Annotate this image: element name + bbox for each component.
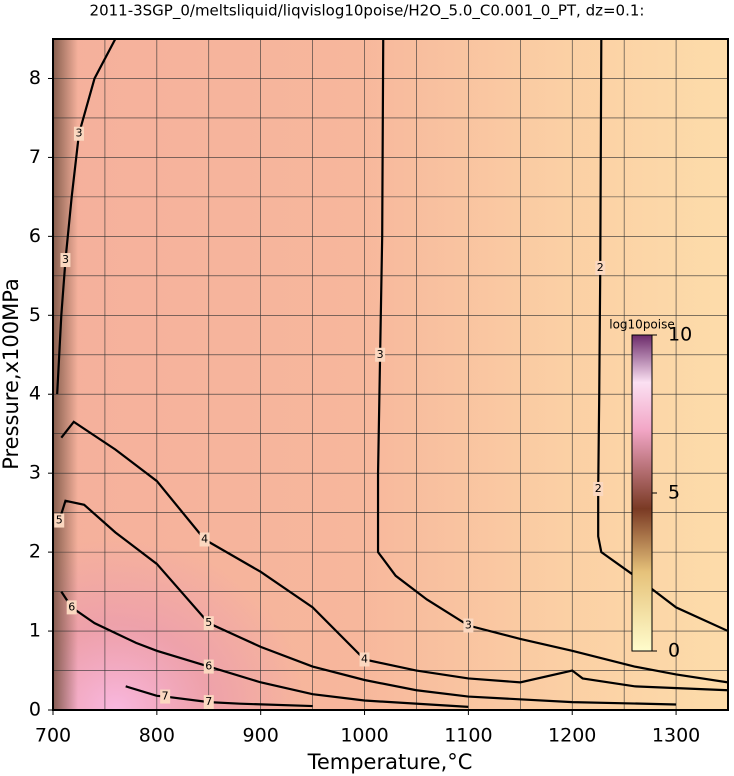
contour-label: 2 [595, 482, 602, 495]
x-tick-label: 1000 [340, 725, 388, 747]
x-tick-label: 900 [243, 725, 279, 747]
contour-line [597, 39, 728, 633]
x-tick-label: 800 [139, 725, 175, 747]
colorbar-tick-label: 0 [668, 640, 680, 662]
x-tick-label: 700 [35, 725, 71, 747]
colorbar-label: log10poise [609, 318, 675, 332]
contour-label-bg [73, 126, 84, 141]
contour-label: 6 [205, 660, 212, 673]
contour-line [60, 590, 469, 708]
colorbar-tick-label: 5 [668, 482, 680, 504]
contour-label-bg [593, 481, 604, 496]
contour-label: 6 [68, 600, 75, 613]
contour-label-bg [375, 347, 386, 362]
y-tick-label: 4 [29, 383, 41, 405]
contour-label-bg [359, 652, 370, 667]
shading [53, 330, 473, 710]
colorbar-tick-label: 10 [668, 324, 692, 346]
x-tick-label: 1300 [652, 725, 700, 747]
contour-line [58, 499, 677, 706]
contour-label-bg [203, 659, 214, 674]
y-tick-label: 5 [29, 304, 41, 326]
x-axis-label: Temperature,°C [307, 750, 473, 774]
chart-title: 2011-3SGP_0/meltsliquid/liqvislog10poise… [90, 2, 645, 21]
y-tick-label: 6 [29, 225, 41, 247]
y-tick-label: 8 [29, 67, 41, 89]
contour-label: 5 [56, 514, 63, 527]
contour-label: 7 [162, 690, 169, 703]
contour-line [56, 39, 117, 395]
x-tick-label: 1100 [444, 725, 492, 747]
y-tick-label: 1 [29, 620, 41, 642]
contour-label: 2 [597, 261, 604, 274]
contour-label-bg [595, 260, 606, 275]
contour-label-bg [160, 689, 171, 704]
y-tick-label: 7 [29, 146, 41, 168]
y-tick-label: 3 [29, 462, 41, 484]
contour-label: 4 [201, 532, 208, 545]
contour-label-bg [66, 600, 77, 615]
contour-line [125, 685, 313, 708]
contour-label: 4 [361, 652, 368, 665]
plot-frame [52, 38, 729, 711]
y-axis-label: Pressure,x100MPa [0, 278, 23, 470]
contour-label-bg [463, 618, 474, 633]
contour-label: 3 [465, 619, 472, 632]
y-tick-label: 2 [29, 541, 41, 563]
contour-label-bg [203, 616, 214, 631]
contour-label-bg [199, 532, 210, 547]
x-tick-label: 1200 [548, 725, 596, 747]
contour-label: 5 [205, 616, 212, 629]
contour-label-bg [54, 513, 65, 528]
contour-label: 3 [75, 127, 82, 140]
contour-label: 3 [377, 348, 384, 361]
contour-label-bg [60, 253, 71, 268]
contour-label: 3 [62, 253, 69, 266]
y-tick-label: 0 [29, 699, 41, 721]
contour-label-bg [203, 695, 214, 710]
contour-label: 7 [205, 695, 212, 708]
plot-area: 2 2 3 3 4 4 5 5 6 6 7 7 3 3 [53, 39, 728, 710]
colorbar [631, 334, 653, 652]
